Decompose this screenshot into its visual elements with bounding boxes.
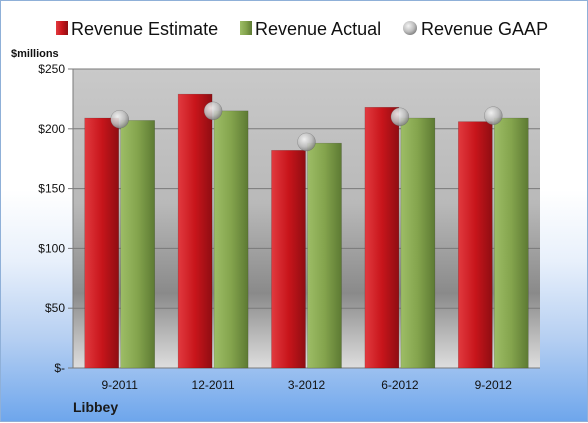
bar-revenue-actual	[400, 117, 436, 369]
bar-revenue-estimate	[364, 107, 400, 369]
chart-legend: Revenue Estimate Revenue Actual Revenue …	[56, 19, 548, 39]
x-axis-ticks: 9-2011 12-2011 3-2012 6-2012 9-2012	[101, 378, 512, 392]
bars	[84, 93, 529, 369]
legend-swatch-actual	[240, 21, 252, 35]
gaap-markers	[110, 101, 503, 152]
legend-swatch-gaap	[403, 21, 417, 35]
legend-swatch-estimate	[56, 21, 68, 35]
bar-revenue-estimate	[84, 117, 119, 369]
y-tick-label: $200	[38, 122, 65, 136]
y-tick-label: $150	[38, 182, 65, 196]
marker-revenue-gaap	[390, 107, 410, 127]
y-tick-label: $250	[38, 62, 65, 76]
x-tick-label: 12-2011	[192, 378, 235, 392]
bar-revenue-actual	[307, 142, 342, 369]
bar-revenue-estimate	[177, 93, 213, 369]
marker-revenue-gaap	[297, 132, 316, 152]
legend-label-actual: Revenue Actual	[255, 19, 381, 39]
y-tick-label: $-	[54, 361, 65, 375]
legend-label-gaap: Revenue GAAP	[421, 19, 548, 39]
marker-revenue-gaap	[203, 101, 223, 121]
marker-revenue-gaap	[110, 109, 129, 129]
y-tick-label: $100	[38, 241, 65, 255]
bar-revenue-actual	[494, 117, 529, 369]
y-tick-label: $50	[45, 301, 65, 315]
bar-revenue-estimate	[271, 150, 306, 369]
bar-revenue-actual	[120, 120, 155, 369]
marker-revenue-gaap	[484, 106, 503, 125]
y-axis-ticks: $- $50 $100 $150 $200 $250	[38, 62, 74, 375]
bar-revenue-actual	[213, 110, 249, 369]
bar-revenue-estimate	[458, 121, 493, 369]
x-tick-label: 6-2012	[381, 378, 419, 392]
x-tick-label: 9-2011	[101, 378, 138, 392]
y-axis-title: $millions	[11, 48, 59, 60]
company-label: Libbey	[73, 399, 118, 415]
x-tick-label: 3-2012	[288, 378, 326, 392]
legend-label-estimate: Revenue Estimate	[71, 19, 218, 39]
x-tick-label: 9-2012	[475, 378, 513, 392]
